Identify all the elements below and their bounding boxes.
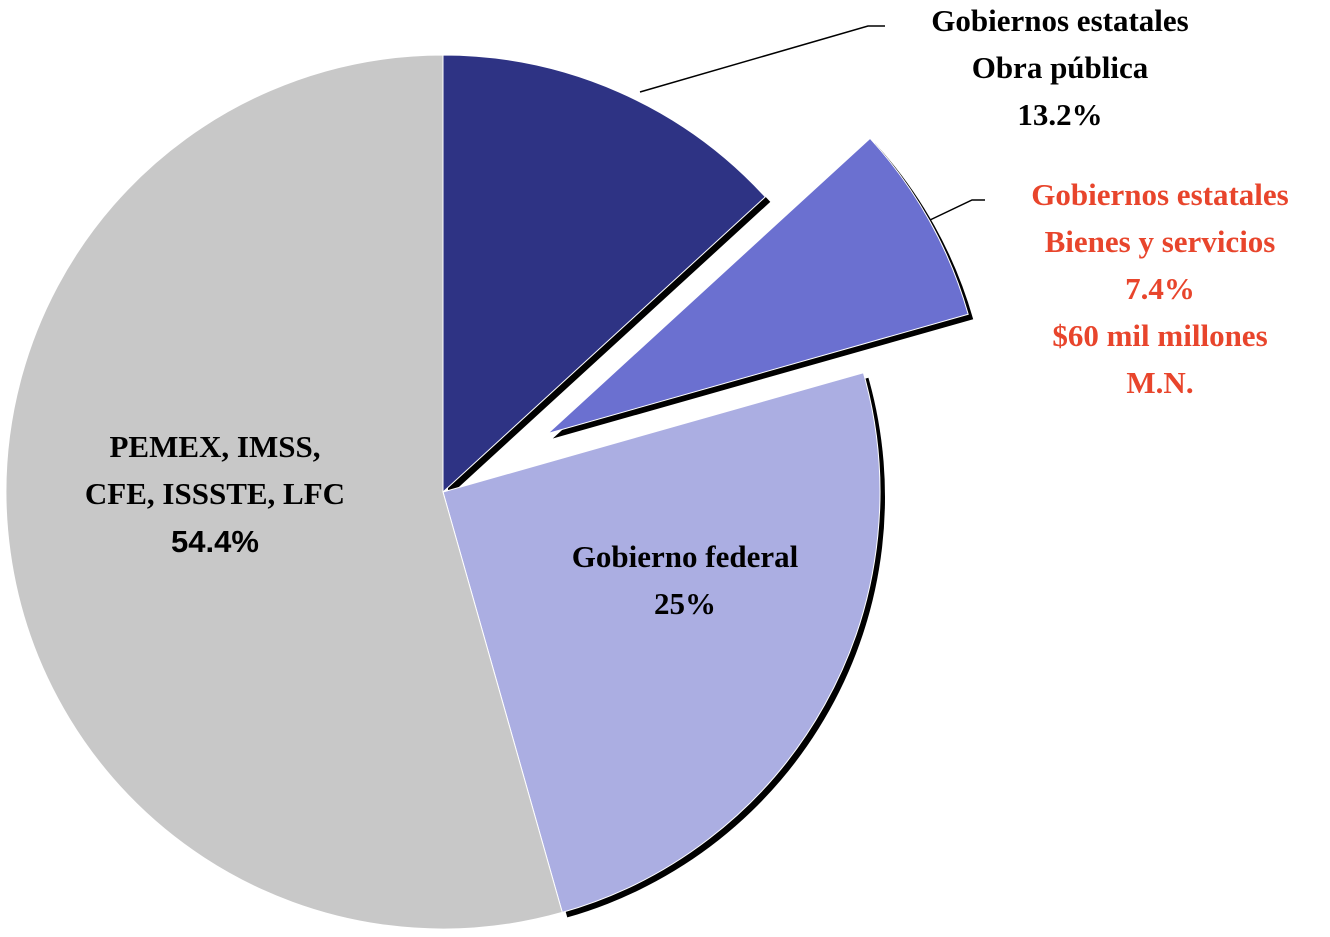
note: M.N.	[1126, 365, 1193, 400]
slice-label: CFE, ISSSTE, LFC	[85, 476, 345, 511]
slice-label: Bienes y servicios	[1045, 224, 1276, 259]
leader-line	[639, 25, 885, 93]
value-label: 54.4%	[171, 524, 259, 559]
leader-line	[929, 199, 985, 221]
slice	[5, 54, 563, 930]
slice	[547, 137, 969, 435]
slice	[442, 54, 766, 494]
note: $60 mil millones	[1052, 318, 1267, 353]
slice-label: Gobierno federal	[572, 539, 799, 574]
slice-label: Gobiernos estatales	[931, 3, 1188, 38]
slice	[442, 372, 881, 914]
slice-label: Gobiernos estatales	[1031, 177, 1288, 212]
slice-label: Obra pública	[972, 50, 1149, 85]
slice-label: PEMEX, IMSS,	[110, 429, 321, 464]
value-label: 7.4%	[1125, 271, 1195, 306]
value-label: 25%	[654, 586, 716, 621]
value-label: 13.2%	[1017, 97, 1102, 132]
